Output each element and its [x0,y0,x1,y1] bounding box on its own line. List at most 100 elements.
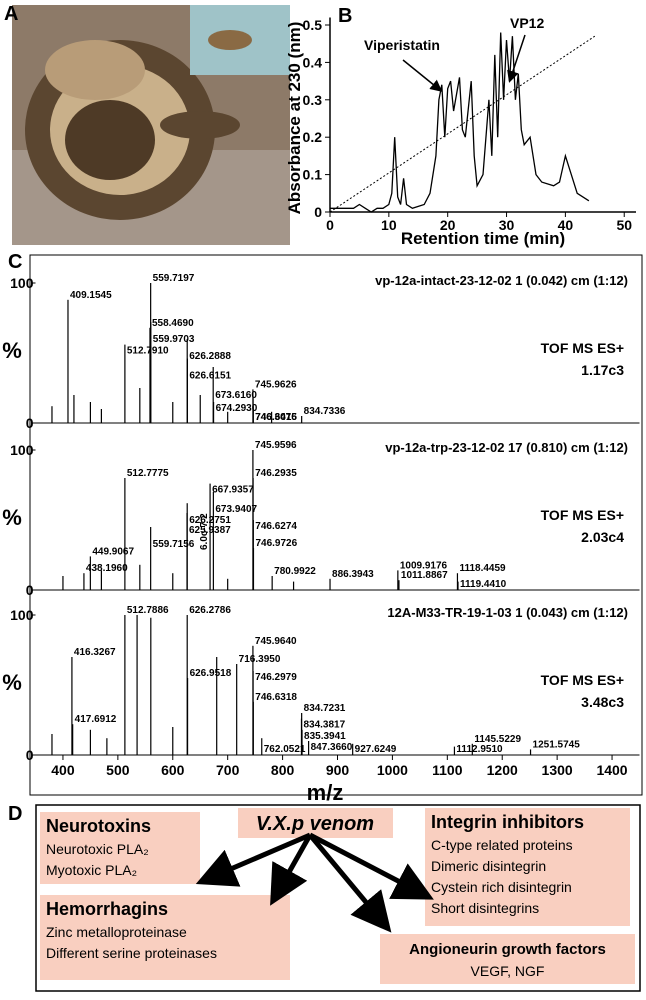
intensity: 3.48c3 [581,694,624,710]
peak-label: 625.9387 [189,525,231,536]
x-tick-label: 0 [326,217,334,233]
y-tick-label: 0.1 [303,167,323,183]
group-title: Angioneurin growth factors [409,941,606,958]
group-item: C-type related proteins [431,837,573,853]
peak-label: 1119.4410 [460,579,507,590]
peak-label: 886.3943 [332,569,374,580]
y-tick-label: 100 [10,275,34,291]
peak-label: 667.9357 [212,485,254,496]
peak-label: 834.7336 [304,406,346,417]
peak-label: 1112.9510 [456,744,503,755]
panel-label: C [8,251,22,273]
instrument: TOF MS ES+ [541,340,624,356]
peak-annotation: VP12 [510,15,544,31]
peak-label: 626.6151 [189,371,231,382]
spectrum-annotation: 6.0c-7 2 [199,513,210,550]
x-tick-label: 500 [106,762,130,778]
group-title: Neurotoxins [46,816,151,836]
x-tick-label: 10 [381,217,397,233]
x-tick-label: 20 [440,217,456,233]
peak-label: 834.7231 [304,703,346,714]
peak-label: 716.3950 [239,654,281,665]
peak-label: 746.6318 [255,692,297,703]
y-tick-label: 0.3 [303,92,323,108]
peak-label: 512.7910 [127,346,169,357]
center-box [238,808,393,838]
peak-label: 673.6160 [215,390,257,401]
x-tick-label: 900 [326,762,350,778]
peak-label: 559.7156 [153,539,195,550]
x-tick-label: 1200 [487,762,518,778]
peak-label: 417.6912 [75,714,117,725]
y-axis-label: % [2,338,22,363]
group-box [380,934,635,984]
peak-label: 927.6249 [355,744,397,755]
peak-label: 745.9596 [255,440,297,451]
peak-label: 673.9407 [215,504,257,515]
diagram-arrows [195,832,434,933]
x-axis-label: m/z [307,780,344,805]
group-item: Short disintegrins [431,900,539,916]
y-tick-label: 0 [314,204,322,220]
peak-label: 746.6415 [255,412,297,423]
y-axis-label: Absorbance at 230 (nm) [285,22,304,215]
peak-label: 746.2979 [255,672,297,683]
x-tick-label: 700 [216,762,240,778]
peak-label: 1011.8867 [401,570,448,581]
x-tick-label: 1300 [542,762,573,778]
peak-label: 409.1545 [70,290,112,301]
peak-label: 745.9640 [255,636,297,647]
group-box [40,895,290,980]
peak-label: 1009.9176 [400,560,448,571]
panel-label: A [4,3,18,25]
group-item: Neurotoxic PLA₂ [46,841,149,857]
peak-label: 559.9703 [153,334,195,345]
y-axis-label: % [2,670,22,695]
y-tick-label: 0 [26,747,34,763]
peak-annotation: Viperistatin [364,37,440,53]
group-item: Zinc metalloproteinase [46,924,187,940]
y-tick-label: 0 [26,582,34,598]
peak-label: 1145.5229 [474,734,521,745]
peak-label: 746.2935 [255,468,297,479]
panel-label: B [338,5,352,27]
snake-photo [12,5,290,245]
spectrum-title: 12A-M33-TR-19-1-03 1 (0.043) cm (1:12) [387,605,628,620]
peak-label: 558.4690 [152,318,194,329]
x-tick-label: 600 [161,762,185,778]
y-tick-label: 0 [26,415,34,431]
y-tick-label: 0.2 [303,129,323,145]
peak-label: 626.2751 [189,515,231,526]
peak-label: 745.9626 [255,379,297,390]
peak-label: 512.7775 [127,468,169,479]
group-item: VEGF, NGF [471,963,545,979]
group-box [40,812,200,884]
y-tick-label: 100 [10,607,34,623]
instrument: TOF MS ES+ [541,507,624,523]
group-box [425,808,630,926]
x-tick-label: 30 [499,217,515,233]
intensity: 1.17c3 [581,362,624,378]
panel-label: D [8,803,22,825]
peak-label: 438.1960 [86,563,128,574]
peak-label: 626.9518 [190,668,232,679]
peak-label: 780.9922 [274,566,316,577]
peak-label: 559.7197 [153,273,195,284]
peak-label: 674.2930 [216,403,258,414]
peak-label: 746.3076 [255,412,297,423]
peak-label: 835.3941 [304,731,346,742]
x-tick-label: 40 [558,217,574,233]
instrument: TOF MS ES+ [541,672,624,688]
peak-label: 834.3817 [303,720,345,731]
peak-label: 626.2888 [189,351,231,362]
center-title: V.X.p venom [256,813,374,835]
spectrum-title: vp-12a-trp-23-12-02 17 (0.810) cm (1:12) [385,440,628,455]
peak-label: 746.6274 [255,521,297,532]
intensity: 2.03c4 [581,529,624,545]
peak-label: 1251.5745 [533,739,581,750]
spectrum-title: vp-12a-intact-23-12-02 1 (0.042) cm (1:1… [375,273,628,288]
peak-label: 847.3660 [311,742,353,753]
peak-label: 762.0521 [264,744,306,755]
group-item: Cystein rich disintegrin [431,879,572,895]
